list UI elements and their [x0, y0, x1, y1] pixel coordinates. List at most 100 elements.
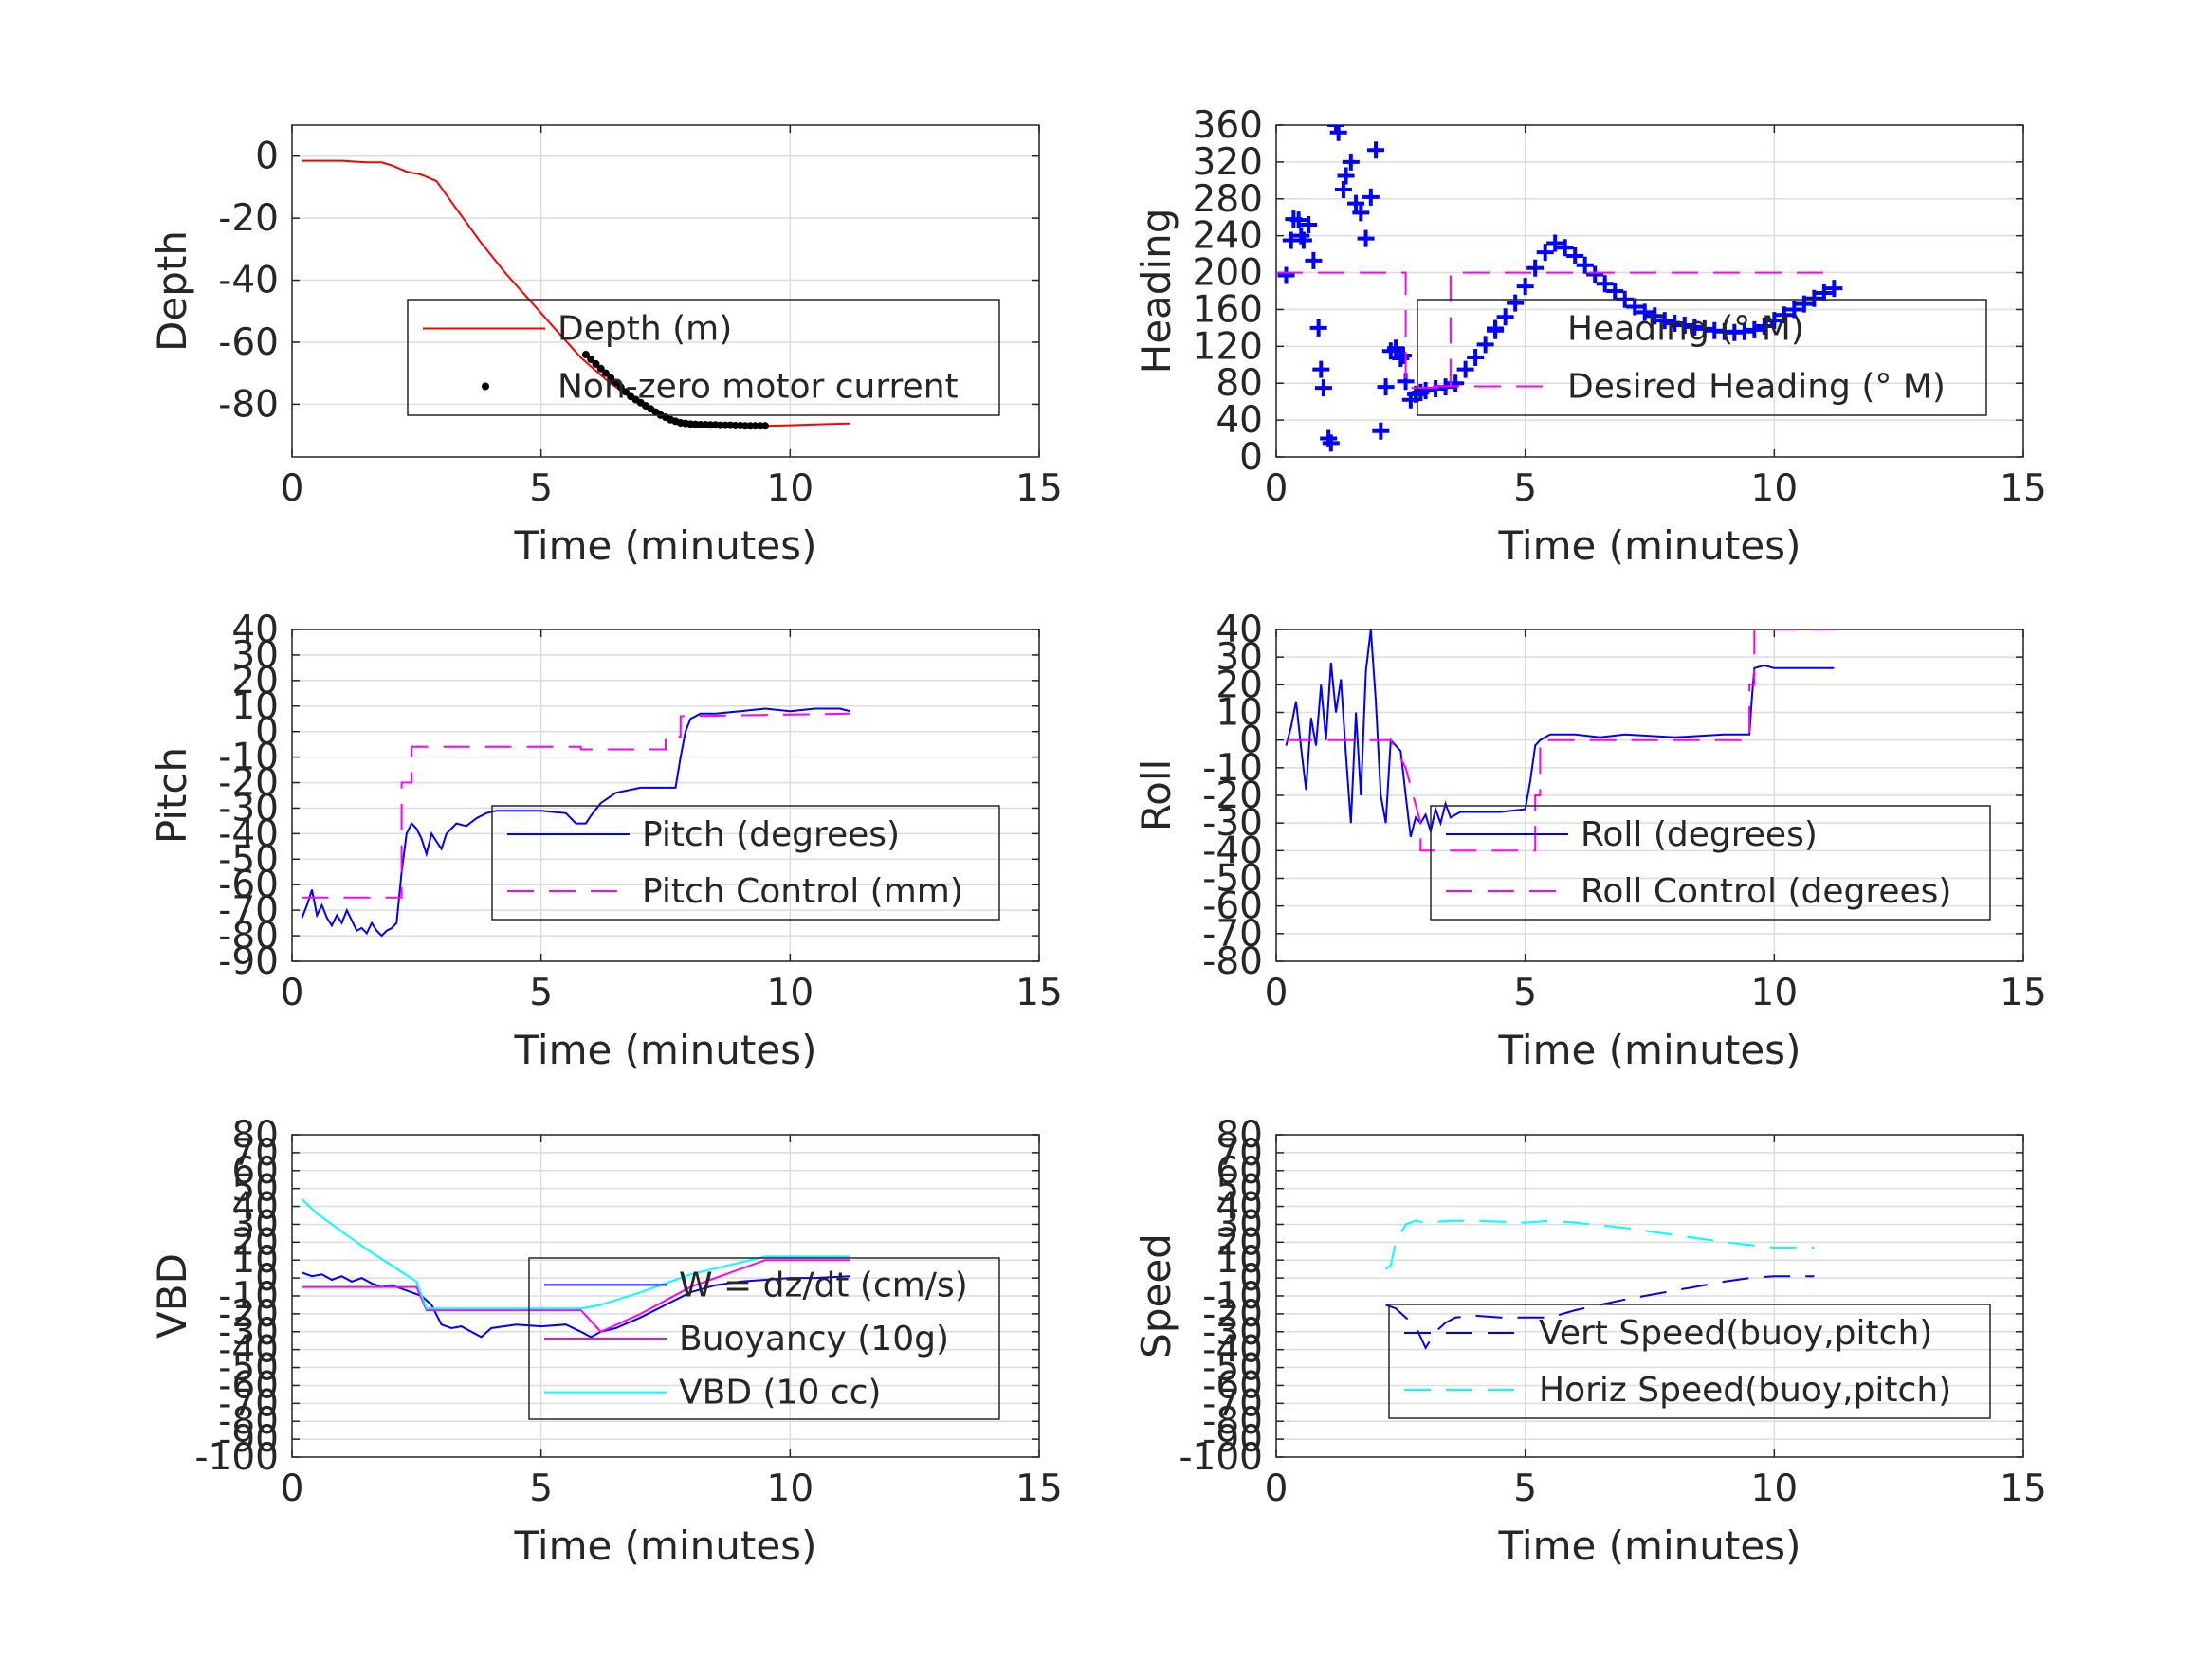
- series-heading-m-marker: [1467, 349, 1485, 366]
- y-tick-label: -50: [218, 1347, 279, 1390]
- series-non-zero-motor-current-point: [587, 355, 595, 363]
- series-heading-m-marker: [1342, 153, 1360, 171]
- y-tick-label: -90: [218, 940, 279, 983]
- subplot-1: 0 5 10 15 0 -20 -40 -60 -80 Time (minutes) Depth De…: [149, 124, 1063, 569]
- y-tick-label: 0: [1239, 436, 1263, 479]
- y-axis-label: Heading: [1133, 209, 1179, 374]
- y-tick-label: -40: [1202, 1329, 1263, 1372]
- series-heading-m-marker: [1334, 181, 1352, 199]
- series-heading-m-marker: [1526, 259, 1545, 277]
- series-vbd-10-cc-line: [301, 1198, 850, 1310]
- series-heading-m-marker: [1372, 422, 1390, 440]
- y-tick-label: -80: [218, 915, 279, 957]
- series-non-zero-motor-current-point: [596, 364, 605, 373]
- series-heading-m-marker: [1309, 319, 1327, 337]
- y-tick-label: -80: [218, 1400, 279, 1443]
- x-tick-label: 10: [767, 1468, 814, 1510]
- series-heading-m-marker: [1394, 347, 1412, 365]
- x-tick-label: 10: [1751, 467, 1799, 510]
- subplot-4: 0 5 10 15403020100-10-20-30-40-50-60-70-80T…: [1133, 609, 2047, 1073]
- y-tick-label: -60: [218, 864, 279, 906]
- y-tick-label: 0: [255, 1257, 279, 1300]
- series-heading-m-marker: [1329, 125, 1347, 141]
- legend: W = dz/dt (cm/s) Buoyancy (10g) VBD (10 cc…: [528, 1257, 1000, 1420]
- series-heading-m-marker: [1322, 434, 1340, 452]
- legend-horiz-speed-buoy-pitch-label: Horiz Speed(buoy,pitch): [1539, 1371, 1951, 1410]
- series-heading-m-marker: [1300, 216, 1318, 233]
- series-heading-m-marker: [1775, 306, 1793, 324]
- series-group: [302, 159, 850, 430]
- x-tick-label: 5: [1513, 1468, 1537, 1510]
- subplot-5: 0 5 10 1580706050403020100-10-20-30-40-50-6…: [149, 1114, 1063, 1569]
- legend-heading-m-swatch: [1487, 319, 1504, 337]
- y-tick-label: -10: [218, 737, 279, 779]
- series-buoyancy-10g-line: [302, 1259, 850, 1334]
- x-axis-label: Time (minutes): [1498, 522, 1801, 569]
- legend-vbd-10-cc-label: VBD (10 cc): [679, 1374, 881, 1413]
- series-non-zero-motor-current-point: [621, 388, 630, 396]
- y-tick-label: 40: [1216, 399, 1263, 442]
- legend-pitch-control-mm-label: Pitch Control (mm): [642, 872, 963, 911]
- y-axis-label: Roll: [1133, 759, 1179, 831]
- x-tick-label: 0: [281, 972, 304, 1014]
- y-tick-label: -50: [218, 838, 279, 881]
- series-heading-m-marker: [1626, 298, 1644, 316]
- legend: Depth (m) Non-zero motor current: [407, 299, 1000, 416]
- y-tick-label: -80: [218, 383, 279, 426]
- y-tick-label: 10: [231, 685, 279, 728]
- x-tick-label: 15: [1015, 467, 1063, 510]
- y-tick-label: -50: [1202, 858, 1263, 901]
- y-tick-label: 200: [1193, 252, 1263, 295]
- series-heading-m-marker: [1347, 194, 1365, 212]
- series-heading-m-marker: [1805, 289, 1823, 307]
- legend-box: [1388, 1304, 1991, 1419]
- y-tick-label: -60: [218, 1364, 279, 1407]
- x-axis-label: Time (minutes): [1498, 1522, 1801, 1569]
- x-axis-label: Time (minutes): [514, 522, 817, 569]
- y-tick-label: -90: [1202, 1418, 1263, 1461]
- y-tick-label: -60: [218, 321, 279, 364]
- series-heading-m-marker: [1795, 295, 1813, 313]
- x-tick-label: 5: [1513, 467, 1537, 510]
- y-tick-label: -20: [218, 197, 279, 240]
- series-heading-m-marker: [1536, 244, 1554, 262]
- plot-area: [1275, 124, 2024, 458]
- series-pitch-degrees-line: [301, 707, 850, 938]
- y-tick-label: -60: [1202, 885, 1263, 928]
- y-tick-label: 50: [1216, 1168, 1263, 1211]
- y-tick-label: -20: [1202, 1293, 1263, 1336]
- x-tick-label: 10: [767, 972, 814, 1014]
- y-tick-label: -70: [218, 889, 279, 932]
- series-non-zero-motor-current-point: [761, 422, 770, 430]
- y-tick-label: 0: [255, 711, 279, 754]
- series-heading-m-marker: [1785, 301, 1803, 319]
- series-heading-m-marker: [1277, 266, 1295, 284]
- series-heading-m-marker: [1447, 374, 1465, 392]
- legend-non-zero-motor-current-label: Non-zero motor current: [558, 368, 959, 407]
- series-roll-degrees-line: [1285, 629, 1835, 838]
- series-heading-m-marker: [1496, 308, 1514, 326]
- y-tick-label: -30: [1202, 1311, 1263, 1354]
- series-heading-m-marker: [1507, 294, 1525, 312]
- series-non-zero-motor-current-point: [592, 359, 600, 368]
- series-roll-control-degrees-line: [1286, 629, 1835, 852]
- y-tick-label: 30: [1216, 636, 1263, 679]
- x-tick-label: 5: [529, 467, 553, 510]
- y-tick-label: 70: [1216, 1132, 1263, 1175]
- series-desired-heading-m-line: [1276, 271, 1835, 390]
- y-tick-label: 40: [231, 1186, 279, 1229]
- series-heading-m-marker: [1556, 239, 1574, 257]
- x-tick-label: 0: [281, 467, 304, 510]
- y-tick-label: 30: [231, 1203, 279, 1246]
- y-tick-label: 30: [231, 634, 279, 677]
- y-axis-label: VBD: [149, 1253, 195, 1339]
- y-tick-label: 50: [231, 1168, 279, 1211]
- series-non-zero-motor-current-point: [607, 374, 615, 382]
- series-heading-m-marker: [1586, 265, 1604, 283]
- y-tick-label: 60: [231, 1150, 279, 1193]
- series-heading-m-marker: [1294, 231, 1312, 249]
- legend-w-dz-dt-cm-s-label: W = dz/dt (cm/s): [679, 1266, 968, 1304]
- series-pitch-control-mm-line: [302, 712, 850, 899]
